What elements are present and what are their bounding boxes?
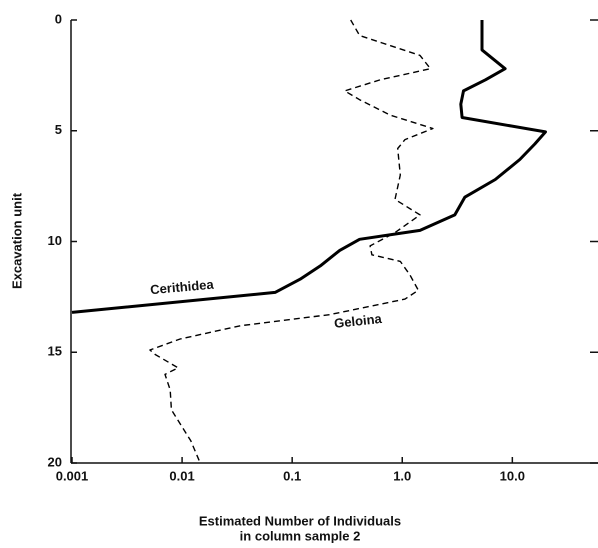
x-axis-label: Estimated Number of Individuals xyxy=(199,513,401,528)
y-tick-label: 5 xyxy=(55,122,62,137)
series-line xyxy=(71,20,547,314)
series-label: Cerithidea xyxy=(150,277,215,298)
x-tick-label: 0.1 xyxy=(283,468,301,483)
x-tick-label: 0.01 xyxy=(169,468,194,483)
y-tick-label: 15 xyxy=(48,344,62,359)
y-tick-label: 20 xyxy=(48,454,62,469)
x-tick-label: 10.0 xyxy=(500,468,525,483)
series-line xyxy=(149,19,434,464)
y-tick-label: 10 xyxy=(48,233,62,248)
y-tick-label: 0 xyxy=(55,11,62,26)
series-label: Geloina xyxy=(333,311,383,331)
x-axis-label: in column sample 2 xyxy=(240,528,361,543)
x-tick-label: 1.0 xyxy=(393,468,411,483)
y-axis-label: Excavation unit xyxy=(9,192,24,289)
x-tick-label: 0.001 xyxy=(56,468,89,483)
